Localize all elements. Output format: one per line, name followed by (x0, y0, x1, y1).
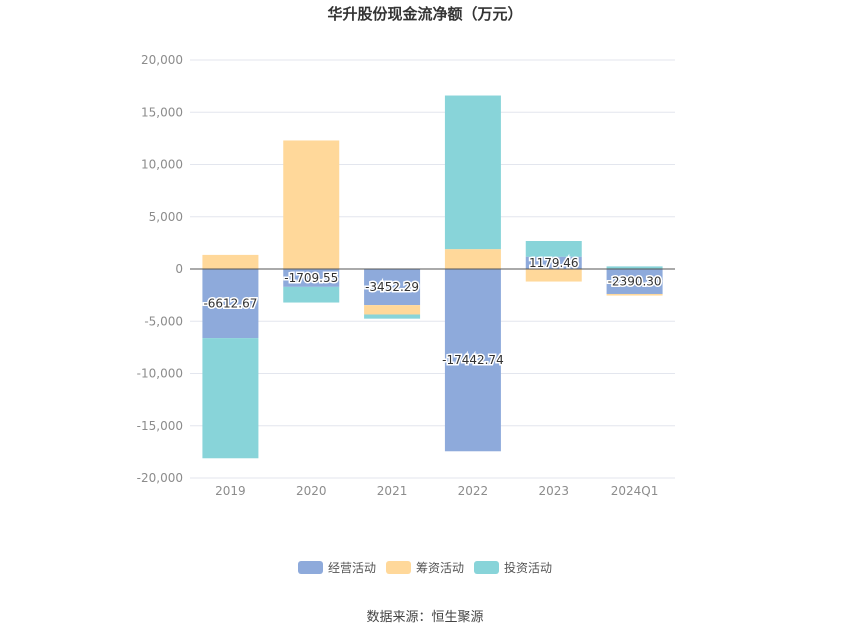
x-tick-label: 2022 (458, 484, 489, 498)
bar-segment (283, 286, 340, 303)
y-axis-ticks: -20,000 -15,000 -10,000 -5,000 0 5,000 10,000 1… (137, 53, 183, 485)
bar-segment (444, 249, 501, 269)
bar-segment (606, 269, 663, 294)
bar-segment (202, 269, 259, 339)
y-tick-label: 15,000 (141, 105, 183, 119)
data-source: 数据来源：恒生聚源 (366, 610, 483, 625)
bar-segment (364, 269, 421, 306)
bar-segment (525, 240, 582, 257)
legend-swatch (386, 561, 411, 574)
y-tick-label: -20,000 (137, 471, 183, 485)
bar-segment (444, 269, 501, 452)
bar-segment (283, 140, 340, 269)
bar-segment (525, 269, 582, 282)
legend-label: 经营活动 (328, 561, 376, 575)
x-tick-label: 2024Q1 (611, 484, 659, 498)
bar-segment (364, 314, 421, 319)
y-tick-label: -10,000 (137, 367, 183, 381)
y-tick-label: 0 (175, 262, 183, 276)
bar-segment (606, 266, 663, 269)
bar-segment (606, 293, 663, 296)
bar-segment (364, 305, 421, 315)
data-label: -2390.30 (608, 274, 662, 288)
x-tick-label: 2020 (296, 484, 327, 498)
bars (202, 95, 663, 459)
y-tick-label: -15,000 (137, 419, 183, 433)
bar-segment (444, 95, 501, 250)
y-tick-label: 10,000 (141, 158, 183, 172)
data-label: -6612.67 (203, 297, 257, 311)
legend-swatch (474, 561, 499, 574)
bar-segment (283, 269, 340, 287)
bar-segment (202, 338, 259, 459)
bar-segment (525, 256, 582, 269)
x-axis-ticks: 2019 2020 2021 2022 2023 2024Q1 (215, 484, 658, 498)
x-tick-label: 2019 (215, 484, 246, 498)
bar-segment (202, 254, 259, 269)
legend-swatch (298, 561, 323, 574)
y-tick-label: 5,000 (149, 210, 183, 224)
y-tick-label: 20,000 (141, 53, 183, 67)
x-tick-label: 2021 (377, 484, 408, 498)
data-label: 1179.46 (529, 256, 579, 270)
data-label: -17442.74 (442, 353, 504, 367)
chart-title: 华升股份现金流净额（万元） (327, 5, 522, 23)
data-labels: -6612.67 -1709.55 -3452.29 -17442.74 1179.46… (202, 254, 663, 368)
data-label: -1709.55 (284, 271, 338, 285)
legend: 经营活动 筹资活动 投资活动 (298, 560, 552, 575)
data-label: -3452.29 (365, 280, 419, 294)
x-tick-label: 2023 (538, 484, 569, 498)
legend-label: 投资活动 (504, 560, 552, 575)
y-tick-label: -5,000 (144, 314, 183, 328)
legend-label: 筹资活动 (416, 561, 464, 575)
